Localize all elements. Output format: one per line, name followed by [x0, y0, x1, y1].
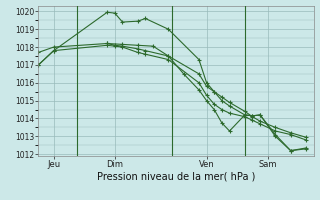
X-axis label: Pression niveau de la mer( hPa ): Pression niveau de la mer( hPa ) [97, 172, 255, 182]
